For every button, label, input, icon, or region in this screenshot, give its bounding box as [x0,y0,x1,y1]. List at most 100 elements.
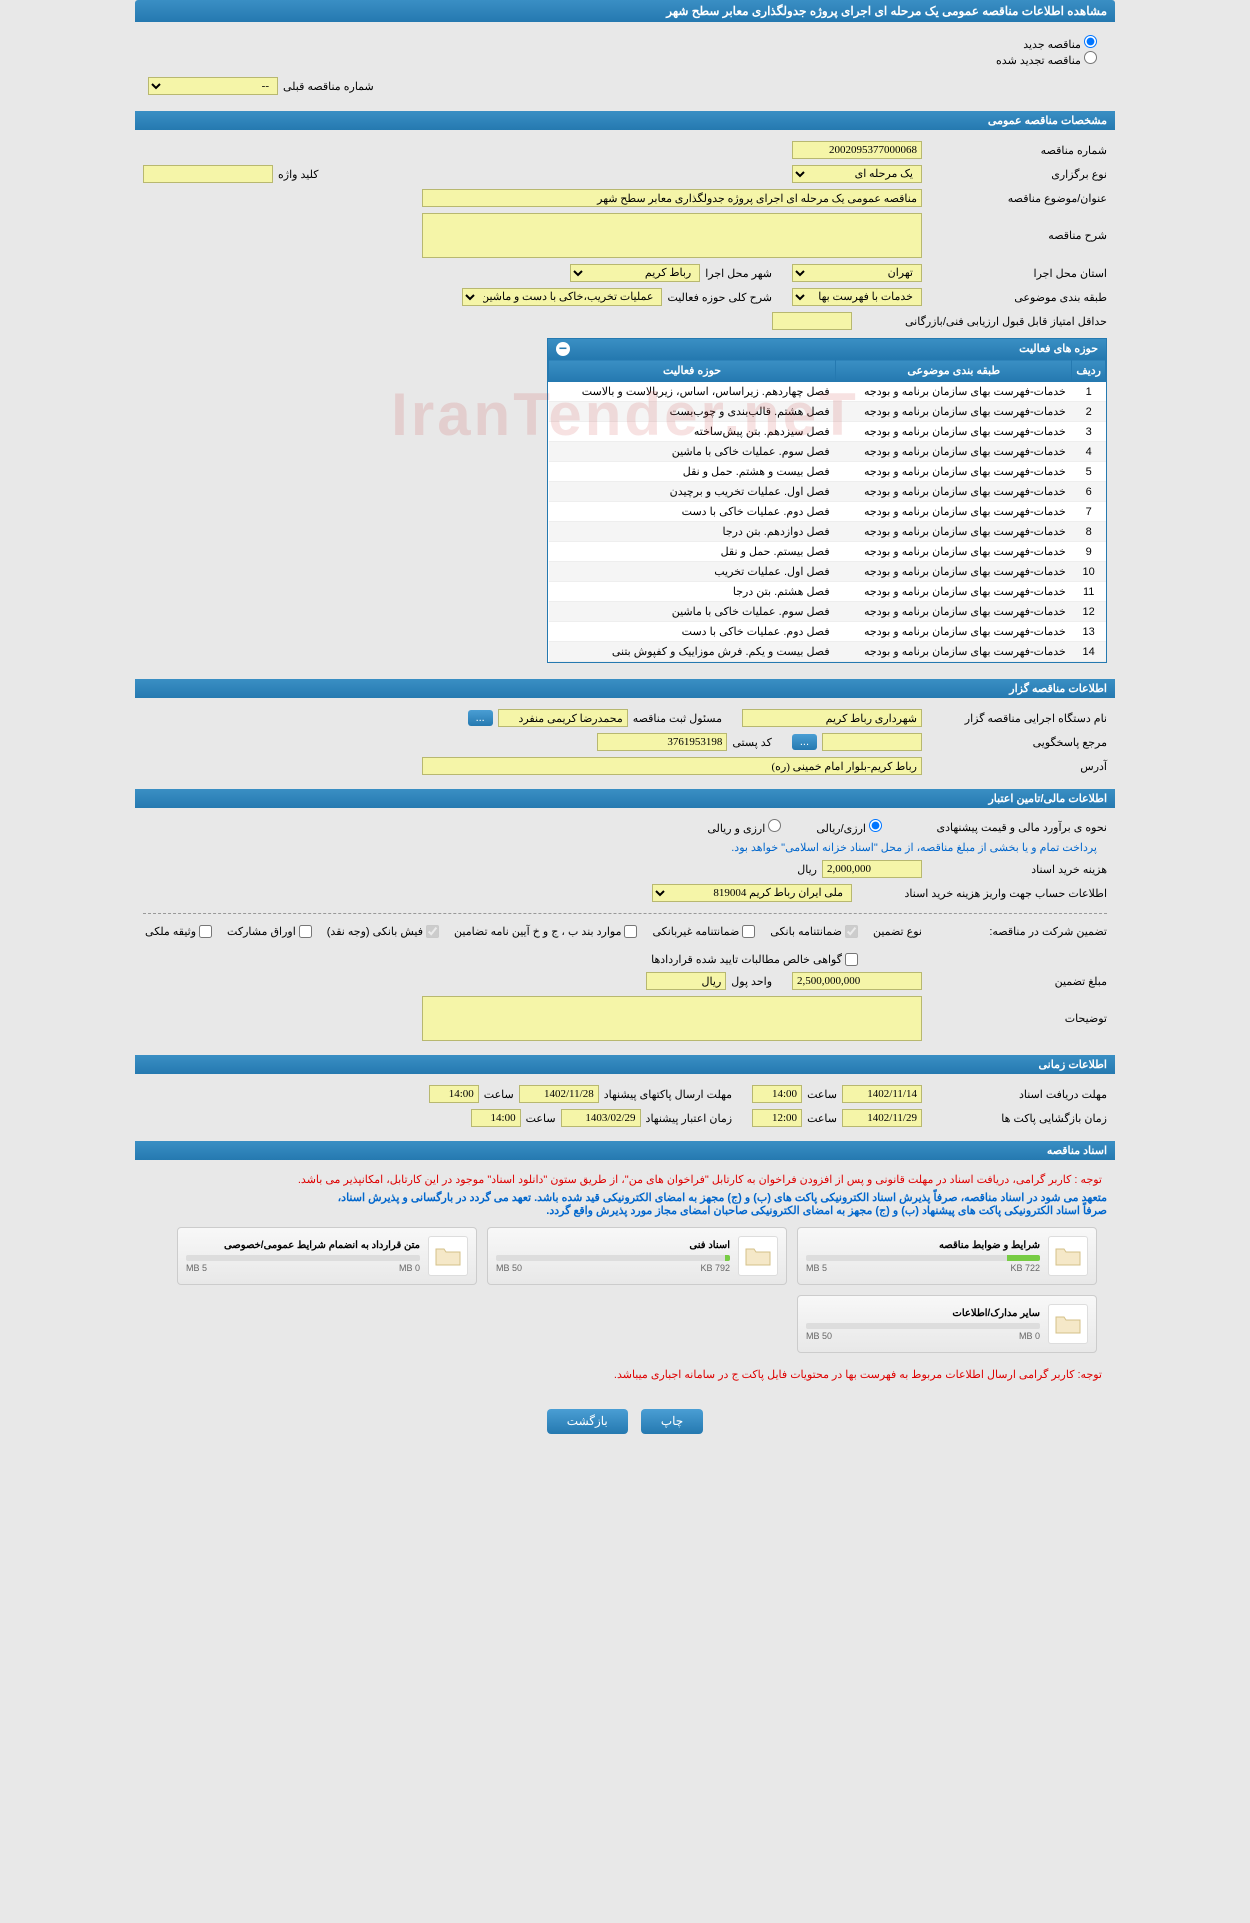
contact-label: مرجع پاسخگویی [927,736,1107,749]
open-time[interactable] [752,1109,802,1127]
unit-input[interactable] [646,972,726,990]
account-select[interactable]: ملی ایران رباط کریم 819004 [652,884,852,902]
chk2[interactable]: ضمانتنامه غیربانکی [652,925,755,938]
radio-renewed[interactable]: مناقصه تجدید شده [996,55,1097,67]
back-button[interactable]: بازگشت [547,1409,628,1434]
section-timing: اطلاعات زمانی [135,1055,1115,1074]
activity-table: ردیف طبقه بندی موضوعی حوزه فعالیت 1خدمات… [548,359,1106,662]
folder-icon [1048,1236,1088,1276]
exec-label: نام دستگاه اجرایی مناقصه گزار [927,712,1107,725]
chk4[interactable]: فیش بانکی (وجه نقد) [327,925,439,938]
desc-textarea[interactable] [422,213,922,258]
subject-input[interactable] [422,189,922,207]
contact-more-btn[interactable]: ... [792,734,817,750]
unit-label: واحد پول [731,975,772,988]
exec-input[interactable] [742,709,922,727]
page-title: مشاهده اطلاعات مناقصه عمومی یک مرحله ای … [135,0,1115,22]
field-select[interactable]: عملیات تخریب،خاکی با دست و ماشین،قالب بن… [462,288,662,306]
submit-label: مهلت ارسال پاکتهای پیشنهاد [604,1088,732,1101]
buy-cost-label: هزینه خرید اسناد [927,863,1107,876]
time-label-2: ساعت [484,1088,514,1101]
validity-date[interactable] [561,1109,641,1127]
chk7[interactable]: گواهی خالص مطالبات تایید شده قراردادها [143,953,858,966]
doc-box[interactable]: اسناد فنی792 KB50 MB [487,1227,787,1285]
table-row: 3خدمات-فهرست بهای سازمان برنامه و بودجهف… [549,422,1106,442]
table-row: 11خدمات-فهرست بهای سازمان برنامه و بودجه… [549,582,1106,602]
radio-new[interactable]: مناقصه جدید [1023,39,1097,51]
amount-label: مبلغ تضمین [927,975,1107,988]
chk5[interactable]: اوراق مشارکت [227,925,312,938]
prev-tender-select[interactable]: -- [148,77,278,95]
hold-type-select[interactable]: یک مرحله ای [792,165,922,183]
collapse-icon[interactable]: − [556,342,570,356]
folder-icon [1048,1304,1088,1344]
open-label: زمان بازگشایی پاکت ها [927,1112,1107,1125]
rial-radio[interactable]: ارزی/ریالی [816,819,882,835]
table-row: 9خدمات-فهرست بهای سازمان برنامه و بودجهف… [549,542,1106,562]
table-row: 4خدمات-فهرست بهای سازمان برنامه و بودجهف… [549,442,1106,462]
buy-cost-input[interactable] [822,860,922,878]
city-label: شهر محل اجرا [705,267,772,280]
postal-label: کد پستی [732,736,771,749]
contact-input[interactable] [822,733,922,751]
subject-label: عنوان/موضوع مناقصه [927,192,1107,205]
tender-no-input[interactable] [792,141,922,159]
section-docs: اسناد مناقصه [135,1141,1115,1160]
keyword-input[interactable] [143,165,273,183]
chk1[interactable]: ضمانتنامه بانکی [770,925,858,938]
receive-date[interactable] [842,1085,922,1103]
estimate-label: نحوه ی برآورد مالی و قیمت پیشنهادی [887,821,1107,834]
remarks-textarea[interactable] [422,996,922,1041]
doc-box[interactable]: متن قرارداد به انضمام شرایط عمومی/خصوصی0… [177,1227,477,1285]
min-score-input[interactable] [772,312,852,330]
col-field: حوزه فعالیت [549,360,836,382]
table-row: 10خدمات-فهرست بهای سازمان برنامه و بودجه… [549,562,1106,582]
table-row: 7خدمات-فهرست بهای سازمان برنامه و بودجهف… [549,502,1106,522]
province-select[interactable]: تهران [792,264,922,282]
reg-input[interactable] [498,709,628,727]
reg-label: مسئول ثبت مناقصه [633,712,722,725]
table-row: 2خدمات-فهرست بهای سازمان برنامه و بودجهف… [549,402,1106,422]
chk6[interactable]: وثیقه ملکی [145,925,212,938]
time-label-3: ساعت [807,1112,837,1125]
folder-icon [428,1236,468,1276]
guarantee-label: تضمین شرکت در مناقصه: [927,925,1107,938]
chk3[interactable]: موارد بند ب ، ج و خ آیین نامه تضامین [454,925,637,938]
guarantee-type-label: نوع تضمین [873,925,922,938]
docs-note-blue1: متعهد می شود در اسناد مناقصه، صرفاً پذیر… [143,1191,1107,1204]
rial-unit: ریال [797,863,817,876]
hold-type-label: نوع برگزاری [927,168,1107,181]
submit-time[interactable] [429,1085,479,1103]
doc-box[interactable]: سایر مدارک/اطلاعات0 MB50 MB [797,1295,1097,1353]
city-select[interactable]: رباط کریم [570,264,700,282]
keyword-label: کلید واژه [278,168,318,181]
doc-box[interactable]: شرایط و ضوابط مناقصه722 KB5 MB [797,1227,1097,1285]
section-financial: اطلاعات مالی/تامین اعتبار [135,789,1115,808]
amount-input[interactable] [792,972,922,990]
validity-time[interactable] [471,1109,521,1127]
address-input[interactable] [422,757,922,775]
col-num: ردیف [1072,360,1106,382]
receive-time[interactable] [752,1085,802,1103]
validity-label: زمان اعتبار پیشنهاد [646,1112,733,1125]
field-label: شرح کلی حوزه فعالیت [667,291,772,304]
print-button[interactable]: چاپ [641,1409,703,1434]
more-btn[interactable]: ... [468,710,493,726]
table-row: 1خدمات-فهرست بهای سازمان برنامه و بودجهف… [549,382,1106,402]
open-date[interactable] [842,1109,922,1127]
section-general: مشخصات مناقصه عمومی [135,111,1115,130]
section-organizer: اطلاعات مناقصه گزار [135,679,1115,698]
fin-note1: پرداخت تمام و یا بخشی از مبلغ مناقصه، از… [143,838,1107,857]
remarks-label: توضیحات [927,1012,1107,1025]
docs-note-bottom: توجه: کاربر گرامی ارسال اطلاعات مربوط به… [143,1363,1107,1386]
receive-label: مهلت دریافت اسناد [927,1088,1107,1101]
time-label-4: ساعت [526,1112,556,1125]
currency-radio[interactable]: ارزی و ریالی [707,819,781,835]
tender-no-label: شماره مناقصه [927,144,1107,157]
category-select[interactable]: خدمات با فهرست بها [792,288,922,306]
folder-icon [738,1236,778,1276]
submit-date[interactable] [519,1085,599,1103]
postal-input[interactable] [597,733,727,751]
activity-panel: حوزه های فعالیت − ردیف طبقه بندی موضوعی … [547,338,1107,663]
min-score-label: حداقل امتیاز قابل قبول ارزیابی فنی/بازرگ… [857,315,1107,328]
